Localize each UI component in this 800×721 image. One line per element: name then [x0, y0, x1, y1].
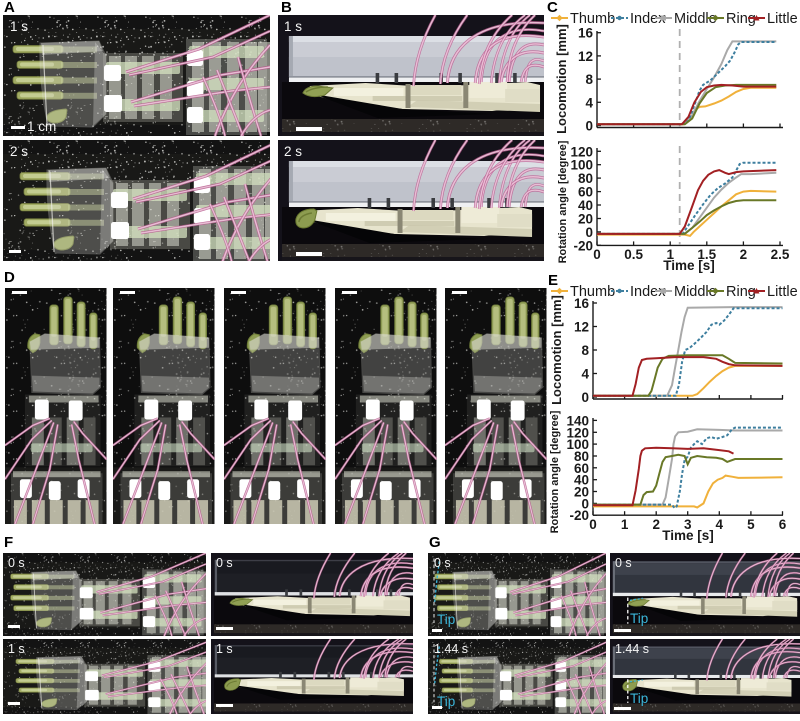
svg-text:4: 4	[581, 367, 589, 382]
svg-text:20: 20	[578, 212, 593, 227]
svg-text:Middle: Middle	[674, 11, 717, 27]
svg-text:Ring: Ring	[726, 284, 756, 300]
svg-text:100: 100	[566, 437, 589, 452]
svg-text:120: 120	[570, 144, 593, 159]
svg-text:Locomotion [mm]: Locomotion [mm]	[554, 24, 569, 134]
svg-text:40: 40	[578, 198, 593, 213]
svg-text:Rotation angle [degree]: Rotation angle [degree]	[549, 410, 561, 533]
svg-text:Little: Little	[767, 11, 798, 27]
svg-text:Rotation angle [degree]: Rotation angle [degree]	[557, 140, 569, 263]
svg-text:140: 140	[566, 413, 589, 428]
svg-text:0: 0	[585, 119, 593, 134]
svg-text:Little: Little	[767, 284, 798, 300]
svg-text:8: 8	[585, 72, 593, 87]
svg-text:Thumb: Thumb	[570, 284, 615, 300]
svg-text:2: 2	[652, 517, 660, 532]
svg-text:Time [s]: Time [s]	[663, 258, 715, 273]
svg-text:60: 60	[574, 461, 589, 476]
svg-text:6: 6	[779, 517, 787, 532]
svg-text:60: 60	[578, 185, 593, 200]
svg-text:16: 16	[578, 26, 594, 41]
svg-text:Index: Index	[630, 11, 666, 27]
svg-text:40: 40	[574, 473, 589, 488]
svg-text:8: 8	[581, 343, 589, 358]
svg-text:1: 1	[666, 247, 674, 262]
svg-text:4: 4	[585, 95, 593, 110]
svg-text:Locomotion [mm]: Locomotion [mm]	[549, 295, 564, 405]
svg-text:0: 0	[581, 496, 589, 511]
svg-text:3: 3	[684, 517, 692, 532]
svg-text:2.5: 2.5	[771, 247, 790, 262]
svg-text:100: 100	[570, 158, 593, 173]
svg-text:12: 12	[574, 320, 589, 335]
svg-text:4: 4	[716, 517, 724, 532]
svg-text:0.5: 0.5	[624, 247, 643, 262]
svg-text:0: 0	[589, 517, 597, 532]
svg-text:0: 0	[593, 247, 601, 262]
svg-text:0: 0	[581, 390, 589, 405]
svg-text:Index: Index	[630, 284, 666, 300]
svg-text:1.5: 1.5	[697, 247, 716, 262]
svg-text:Thumb: Thumb	[570, 11, 615, 27]
svg-text:120: 120	[566, 425, 589, 440]
svg-text:-20: -20	[573, 238, 593, 253]
svg-text:5: 5	[747, 517, 755, 532]
svg-text:20: 20	[574, 485, 589, 500]
svg-text:-20: -20	[569, 508, 589, 523]
svg-text:12: 12	[578, 49, 593, 64]
svg-text:80: 80	[574, 449, 589, 464]
svg-text:1: 1	[621, 517, 629, 532]
svg-text:Time [s]: Time [s]	[662, 528, 714, 543]
svg-text:Ring: Ring	[726, 11, 756, 27]
svg-text:80: 80	[578, 171, 593, 186]
svg-text:0: 0	[585, 225, 593, 240]
svg-text:2: 2	[740, 247, 748, 262]
svg-text:Middle: Middle	[674, 284, 717, 300]
svg-text:16: 16	[574, 296, 590, 311]
